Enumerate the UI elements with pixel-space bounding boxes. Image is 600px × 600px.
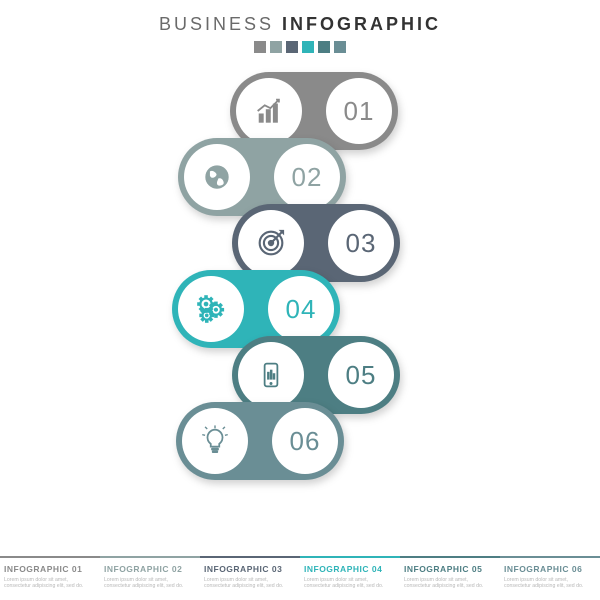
footer-desc: Lorem ipsum dolor sit amet, consectetur … [404, 577, 496, 591]
chain-number: 03 [328, 210, 394, 276]
globe-icon [184, 144, 250, 210]
footer-title: INFOGRAPHIC 04 [304, 564, 396, 574]
footer-title: INFOGRAPHIC 01 [4, 564, 96, 574]
page-title: BUSINESS INFOGRAPHIC [0, 14, 600, 35]
footer-item: INFOGRAPHIC 05 Lorem ipsum dolor sit amet… [400, 556, 500, 591]
header-square [270, 41, 282, 53]
bulb-icon [182, 408, 248, 474]
chain-number: 05 [328, 342, 394, 408]
footer: INFOGRAPHIC 01 Lorem ipsum dolor sit amet… [0, 556, 600, 591]
chain-number: 02 [274, 144, 340, 210]
title-light: BUSINESS [159, 14, 274, 34]
chart-icon [236, 78, 302, 144]
gears-icon [178, 276, 244, 342]
header-square [254, 41, 266, 53]
chain-number: 04 [268, 276, 334, 342]
header-square [302, 41, 314, 53]
footer-title: INFOGRAPHIC 06 [504, 564, 596, 574]
header-square [286, 41, 298, 53]
footer-desc: Lorem ipsum dolor sit amet, consectetur … [204, 577, 296, 591]
footer-desc: Lorem ipsum dolor sit amet, consectetur … [304, 577, 396, 591]
target-icon [238, 210, 304, 276]
footer-item: INFOGRAPHIC 03 Lorem ipsum dolor sit amet… [200, 556, 300, 591]
footer-title: INFOGRAPHIC 03 [204, 564, 296, 574]
footer-title: INFOGRAPHIC 05 [404, 564, 496, 574]
header-square [334, 41, 346, 53]
title-bold: INFOGRAPHIC [282, 14, 441, 34]
footer-item: INFOGRAPHIC 02 Lorem ipsum dolor sit amet… [100, 556, 200, 591]
footer-desc: Lorem ipsum dolor sit amet, consectetur … [504, 577, 596, 591]
header-square [318, 41, 330, 53]
footer-title: INFOGRAPHIC 02 [104, 564, 196, 574]
header: BUSINESS INFOGRAPHIC [0, 0, 600, 53]
phone-icon [238, 342, 304, 408]
footer-item: INFOGRAPHIC 04 Lorem ipsum dolor sit amet… [300, 556, 400, 591]
chain-number: 06 [272, 408, 338, 474]
footer-item: INFOGRAPHIC 01 Lorem ipsum dolor sit amet… [0, 556, 100, 591]
chain-number: 01 [326, 78, 392, 144]
header-squares [0, 41, 600, 53]
footer-desc: Lorem ipsum dolor sit amet, consectetur … [4, 577, 96, 591]
footer-desc: Lorem ipsum dolor sit amet, consectetur … [104, 577, 196, 591]
chain-link-06: 06 [176, 402, 344, 480]
footer-item: INFOGRAPHIC 06 Lorem ipsum dolor sit amet… [500, 556, 600, 591]
